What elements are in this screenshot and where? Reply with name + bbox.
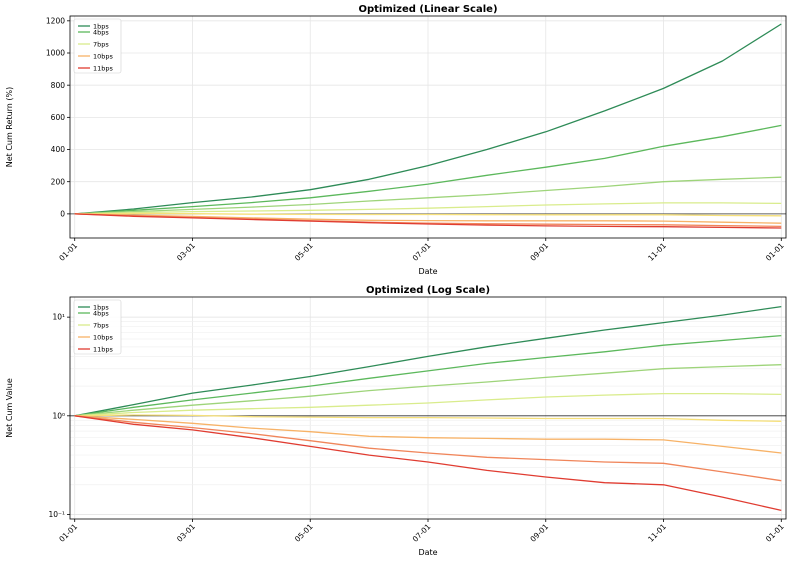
series-line-1 [74, 305, 782, 417]
series-line-4 [74, 392, 782, 417]
y-tick-label: 0 [60, 209, 65, 218]
series-line-8 [74, 213, 782, 229]
chart-panel-2: 10⁻¹ 10⁰ 10¹ 01-01 03-01 05-01 07-01 09-01 11-01… [5, 285, 787, 557]
x-tick-label: 01-01 [57, 241, 79, 263]
series-line-2 [74, 124, 782, 215]
legend-label: 7bps [93, 40, 109, 48]
x-tick-label: 01-01 [57, 522, 79, 544]
series-group [74, 23, 782, 229]
x-tick-label: 01-01 [764, 522, 786, 544]
x-tick-label: 03-01 [175, 522, 197, 544]
chart-panel-1: 0 200 400 600 800 1000 1200 01-01 03-01 05-01 07-0… [5, 4, 787, 276]
x-axis-label: Date [418, 548, 437, 557]
chart-title: Optimized (Linear Scale) [358, 4, 497, 15]
series-line-8 [74, 415, 782, 512]
series-line-3 [74, 364, 782, 417]
series-line-4 [74, 202, 782, 215]
series-line-6 [74, 213, 782, 224]
y-tick-label: 600 [51, 113, 66, 122]
x-tick-label: 01-01 [764, 241, 786, 263]
y-tick-label: 1000 [46, 49, 65, 58]
series-line-7 [74, 415, 782, 482]
x-tick-label: 11-01 [646, 522, 668, 544]
y-tick-label: 800 [51, 81, 66, 90]
series-line-5 [74, 212, 782, 217]
legend-label: 11bps [93, 345, 114, 353]
chart-title: Optimized (Log Scale) [366, 285, 490, 296]
x-tick-label: 07-01 [411, 522, 433, 544]
x-tick-label: 05-01 [293, 241, 315, 263]
y-tick-label: 1200 [46, 16, 65, 25]
y-tick-label: 200 [51, 177, 66, 186]
x-tick-label: 11-01 [646, 241, 668, 263]
y-axis-label: Net Cum Return (%) [5, 87, 14, 168]
series-line-6 [74, 415, 782, 454]
y-axis-label: Net Cum Value [5, 378, 14, 438]
x-tick-label: 07-01 [411, 241, 433, 263]
y-tick-label: 10¹ [52, 313, 65, 322]
x-tick-label: 03-01 [175, 241, 197, 263]
legend-label: 1bps [93, 303, 109, 311]
series-line-3 [74, 176, 782, 215]
legend-label: 4bps [93, 28, 109, 36]
grid [70, 16, 786, 238]
series-group [74, 305, 782, 512]
grid [70, 297, 786, 519]
series-line-1 [74, 23, 782, 215]
x-axis-label: Date [418, 267, 437, 276]
x-tick-label: 09-01 [528, 522, 550, 544]
series-line-2 [74, 334, 782, 417]
x-tick-label: 05-01 [293, 522, 315, 544]
legend-label: 10bps [93, 52, 114, 60]
x-tick-label: 09-01 [528, 241, 550, 263]
y-tick-label: 10⁻¹ [48, 510, 65, 519]
series-line-5 [74, 414, 782, 422]
legend-label: 7bps [93, 321, 109, 329]
y-tick-label: 400 [51, 145, 66, 154]
legend-label: 4bps [93, 309, 109, 317]
legend-label: 11bps [93, 64, 114, 72]
legend-label: 1bps [93, 22, 109, 30]
y-tick-label: 10⁰ [52, 411, 65, 420]
legend-label: 10bps [93, 333, 114, 341]
